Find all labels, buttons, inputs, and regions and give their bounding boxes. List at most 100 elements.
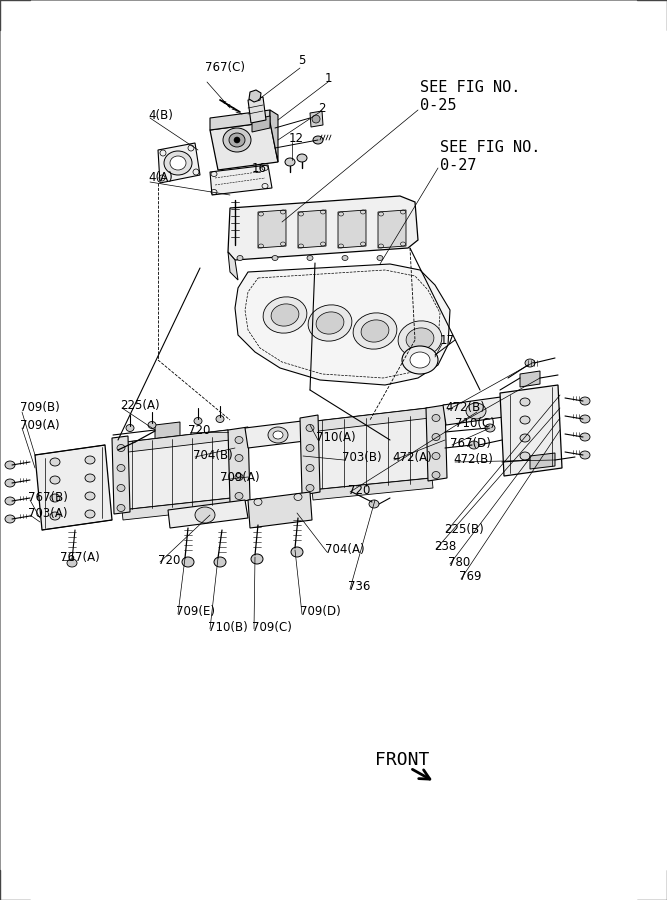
Ellipse shape — [235, 492, 243, 500]
Ellipse shape — [272, 256, 278, 260]
Ellipse shape — [148, 421, 156, 428]
Polygon shape — [228, 427, 250, 503]
Ellipse shape — [268, 427, 288, 443]
Ellipse shape — [263, 297, 307, 333]
Polygon shape — [158, 143, 200, 183]
Text: 472(A): 472(A) — [392, 452, 432, 464]
Text: 736: 736 — [348, 580, 370, 593]
Text: 720: 720 — [348, 483, 370, 497]
Polygon shape — [520, 371, 540, 387]
Polygon shape — [310, 111, 323, 127]
Polygon shape — [308, 408, 430, 432]
Ellipse shape — [235, 436, 243, 444]
Polygon shape — [210, 165, 272, 195]
Ellipse shape — [291, 547, 303, 557]
Ellipse shape — [50, 458, 60, 466]
Ellipse shape — [235, 473, 243, 481]
Polygon shape — [35, 445, 112, 530]
Ellipse shape — [316, 312, 344, 334]
Ellipse shape — [271, 304, 299, 326]
Text: 225(A): 225(A) — [120, 399, 159, 411]
Ellipse shape — [235, 454, 243, 462]
Ellipse shape — [50, 494, 60, 502]
Ellipse shape — [525, 359, 535, 367]
Text: 720: 720 — [188, 424, 210, 436]
Ellipse shape — [5, 461, 15, 469]
Ellipse shape — [126, 425, 134, 431]
Text: 4(B): 4(B) — [148, 109, 173, 122]
Polygon shape — [122, 498, 233, 520]
Ellipse shape — [353, 313, 397, 349]
Text: 767(A): 767(A) — [60, 552, 100, 564]
Text: 720: 720 — [158, 554, 180, 566]
Polygon shape — [338, 210, 366, 248]
Ellipse shape — [580, 451, 590, 459]
Ellipse shape — [234, 137, 240, 143]
Ellipse shape — [214, 557, 226, 567]
Text: 1: 1 — [325, 71, 333, 85]
Ellipse shape — [5, 479, 15, 487]
Ellipse shape — [406, 328, 434, 350]
Polygon shape — [378, 210, 406, 248]
Ellipse shape — [229, 133, 245, 147]
Ellipse shape — [50, 476, 60, 484]
Polygon shape — [312, 478, 433, 500]
Ellipse shape — [85, 510, 95, 518]
Text: 704(A): 704(A) — [325, 544, 365, 556]
Ellipse shape — [580, 433, 590, 441]
Polygon shape — [168, 500, 248, 528]
Ellipse shape — [313, 136, 323, 144]
Ellipse shape — [398, 321, 442, 357]
Text: 709(A): 709(A) — [20, 418, 59, 431]
Polygon shape — [248, 492, 312, 528]
Text: 0-25: 0-25 — [420, 98, 456, 113]
Text: 709(E): 709(E) — [176, 606, 215, 618]
Ellipse shape — [377, 256, 383, 260]
Ellipse shape — [117, 464, 125, 472]
Ellipse shape — [117, 445, 125, 452]
Polygon shape — [235, 264, 450, 385]
Text: 709(A): 709(A) — [220, 472, 259, 484]
Polygon shape — [249, 90, 261, 102]
Ellipse shape — [170, 156, 186, 170]
Ellipse shape — [5, 515, 15, 523]
Text: 225(B): 225(B) — [444, 524, 484, 536]
Ellipse shape — [520, 434, 530, 442]
Text: 704(B): 704(B) — [193, 448, 233, 462]
Ellipse shape — [432, 415, 440, 421]
Ellipse shape — [580, 397, 590, 405]
Polygon shape — [270, 110, 278, 162]
Text: 703(B): 703(B) — [342, 452, 382, 464]
Ellipse shape — [306, 484, 314, 491]
Ellipse shape — [273, 431, 283, 439]
Text: FRONT: FRONT — [375, 751, 430, 769]
Ellipse shape — [432, 453, 440, 460]
Text: 17: 17 — [440, 334, 455, 346]
Text: 767(B): 767(B) — [28, 491, 68, 505]
Ellipse shape — [580, 415, 590, 423]
Ellipse shape — [85, 474, 95, 482]
Text: SEE FIG NO.: SEE FIG NO. — [440, 140, 540, 156]
Ellipse shape — [520, 398, 530, 406]
Polygon shape — [300, 415, 320, 495]
Ellipse shape — [117, 484, 125, 491]
Text: 238: 238 — [434, 541, 456, 554]
Polygon shape — [228, 196, 418, 260]
Ellipse shape — [306, 445, 314, 452]
Polygon shape — [426, 405, 447, 481]
Text: 767(D): 767(D) — [450, 436, 491, 449]
Ellipse shape — [223, 128, 251, 152]
Ellipse shape — [216, 416, 224, 422]
Ellipse shape — [402, 346, 438, 374]
Ellipse shape — [85, 456, 95, 464]
Text: 709(D): 709(D) — [300, 606, 341, 618]
Polygon shape — [443, 396, 511, 425]
Polygon shape — [245, 420, 313, 448]
Text: 703(A): 703(A) — [28, 507, 67, 519]
Ellipse shape — [306, 425, 314, 431]
Text: 709(C): 709(C) — [252, 620, 292, 634]
Ellipse shape — [67, 559, 77, 567]
Text: 767(C): 767(C) — [205, 61, 245, 75]
Polygon shape — [500, 385, 562, 476]
Polygon shape — [248, 97, 266, 123]
